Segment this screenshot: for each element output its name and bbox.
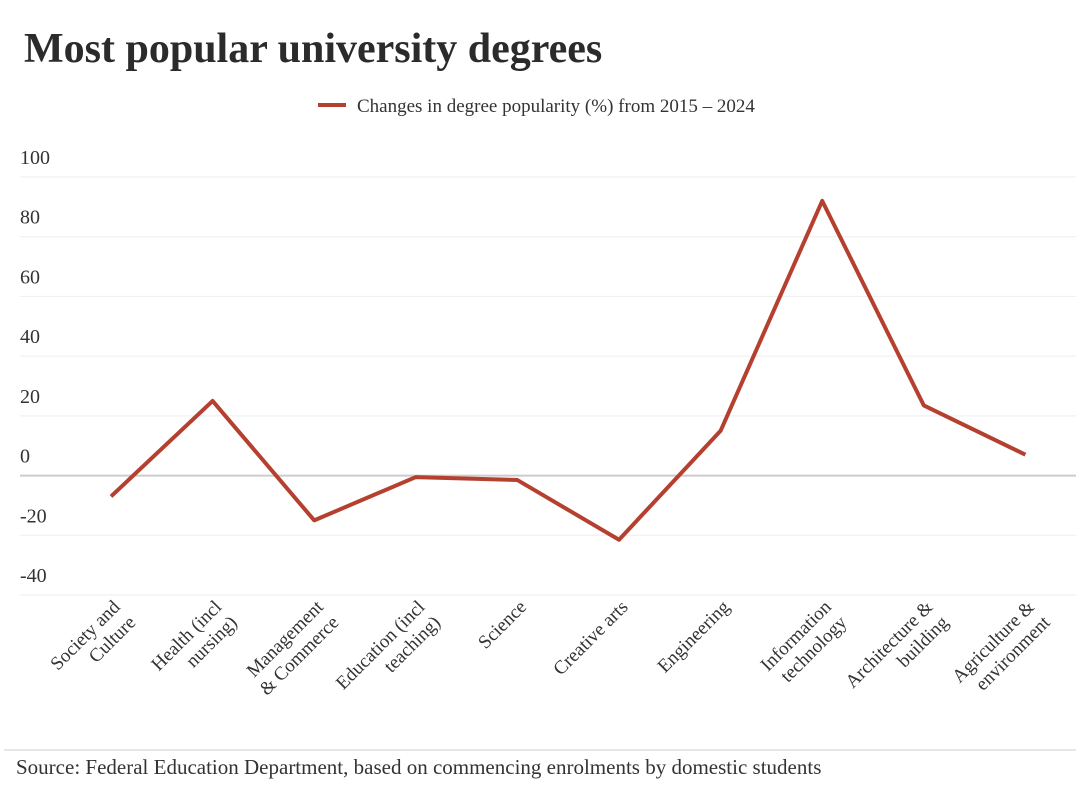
y-tick-label: 20 <box>20 386 40 408</box>
y-tick-label: -40 <box>20 565 47 587</box>
x-tick-label: Agriculture &environment <box>948 597 1055 695</box>
y-tick-label: 100 <box>20 147 50 169</box>
y-tick-label: 80 <box>20 207 40 229</box>
x-tick-label: Architecture &building <box>842 597 954 693</box>
x-tick-line: Creative arts <box>549 597 632 680</box>
x-tick-line: Engineering <box>654 596 735 677</box>
x-tick-label: Science <box>474 597 531 654</box>
y-tick-label: 40 <box>20 326 40 348</box>
series-line <box>109 198 1027 542</box>
y-tick-label: -20 <box>20 505 47 527</box>
source: Source: Federal Education Department, ba… <box>16 755 821 779</box>
x-tick-line: Science <box>474 597 531 654</box>
legend-label: Changes in degree popularity (%) from 20… <box>357 96 755 117</box>
chart-title: Most popular university degrees <box>24 26 602 72</box>
y-tick-label: 60 <box>20 266 40 288</box>
x-tick-label: Creative arts <box>549 597 632 680</box>
x-tick-label: Engineering <box>654 596 735 677</box>
x-tick-label: Management& Commerce <box>243 596 344 700</box>
y-tick-label: 0 <box>20 446 30 468</box>
